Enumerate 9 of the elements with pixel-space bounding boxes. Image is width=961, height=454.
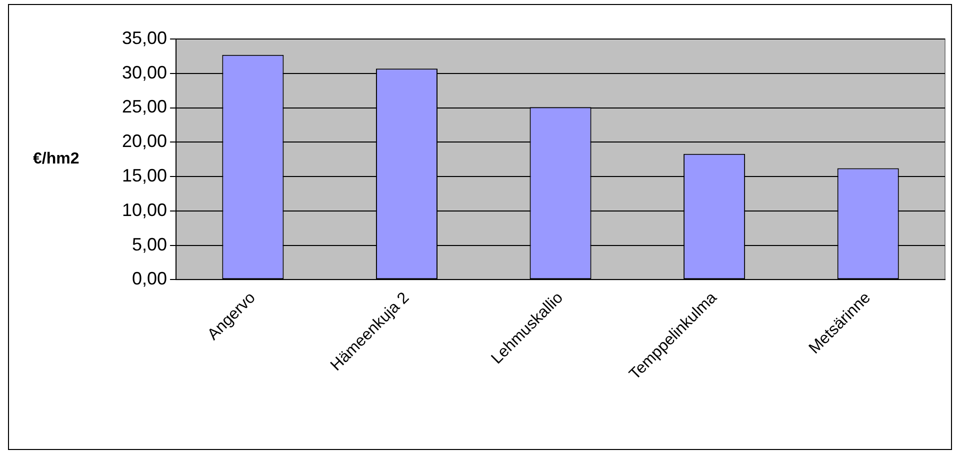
y-tick-label: 30,00	[122, 62, 168, 82]
y-tick-label: 20,00	[122, 131, 168, 152]
y-tick-label: 35,00	[122, 28, 168, 48]
y-tick-label: 0,00	[132, 268, 168, 289]
y-tick-label: 10,00	[122, 200, 168, 220]
y-tick-label: 5,00	[132, 234, 168, 254]
y-axis-title: €/hm2	[33, 150, 80, 168]
y-tick-label: 15,00	[122, 166, 168, 186]
y-tick-label: 25,00	[122, 96, 168, 117]
